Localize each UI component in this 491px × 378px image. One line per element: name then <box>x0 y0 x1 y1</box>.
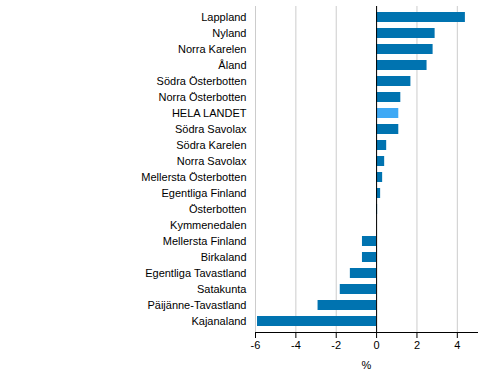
svg-text:Södra Savolax: Södra Savolax <box>175 123 247 135</box>
svg-text:Birkaland: Birkaland <box>201 251 247 263</box>
svg-text:Norra Österbotten: Norra Österbotten <box>158 91 246 103</box>
svg-text:Päijänne-Tavastland: Päijänne-Tavastland <box>147 299 246 311</box>
svg-text:Österbotten: Österbotten <box>189 203 246 215</box>
svg-text:Kajanaland: Kajanaland <box>191 315 246 327</box>
svg-text:Kymmenedalen: Kymmenedalen <box>170 219 246 231</box>
svg-text:-6: -6 <box>251 339 261 351</box>
svg-text:Norra Savolax: Norra Savolax <box>177 155 247 167</box>
svg-text:Egentliga Finland: Egentliga Finland <box>161 187 246 199</box>
svg-text:%: % <box>362 359 372 371</box>
svg-text:Norra Karelen: Norra Karelen <box>178 43 246 55</box>
svg-text:Södra Karelen: Södra Karelen <box>176 139 246 151</box>
svg-text:Mellersta Österbotten: Mellersta Österbotten <box>141 171 246 183</box>
svg-text:4: 4 <box>454 339 460 351</box>
svg-text:0: 0 <box>374 339 380 351</box>
svg-text:Egentliga Tavastland: Egentliga Tavastland <box>145 267 246 279</box>
svg-text:HELA LANDET: HELA LANDET <box>172 107 247 119</box>
svg-text:Södra Österbotten: Södra Österbotten <box>157 75 247 87</box>
svg-text:-4: -4 <box>291 339 301 351</box>
svg-text:Lappland: Lappland <box>201 11 246 23</box>
svg-text:Åland: Åland <box>218 59 246 71</box>
svg-text:-2: -2 <box>331 339 341 351</box>
svg-text:Satakunta: Satakunta <box>197 283 247 295</box>
svg-text:Nyland: Nyland <box>212 27 246 39</box>
svg-text:Mellersta Finland: Mellersta Finland <box>163 235 247 247</box>
svg-text:2: 2 <box>414 339 420 351</box>
